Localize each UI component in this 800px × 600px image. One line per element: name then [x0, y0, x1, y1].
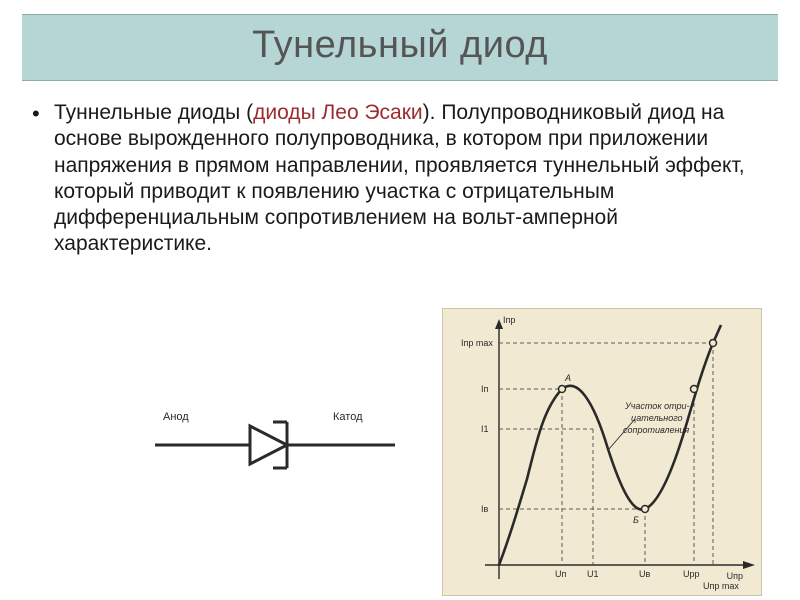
xtick-2: Uв	[639, 569, 650, 579]
ytick-2: I1	[481, 424, 489, 434]
cathode-label: Катод	[333, 411, 363, 423]
anode-label: Анод	[163, 411, 189, 423]
diode-symbol: Анод Катод	[155, 400, 395, 490]
body-content: Туннельные диоды (диоды Лео Эсаки). Полу…	[24, 100, 776, 258]
annot-line-1: цательного	[631, 413, 683, 423]
iv-graph-svg: Iпр Uпр Iпр max Iп I1 Iв Uп U1 Uв Uрр Uп…	[443, 309, 761, 595]
title-band: Тунельный диод	[22, 14, 778, 81]
annot-line-2: сопротивления	[623, 425, 689, 435]
xtick-1: U1	[587, 569, 599, 579]
para-name: диоды Лео Эсаки	[253, 101, 423, 124]
xtick-4: Uпр max	[703, 581, 739, 591]
y-axis-label: Iпр	[503, 315, 515, 325]
x-axis-label: Uпр	[727, 571, 743, 581]
page-title: Тунельный диод	[22, 24, 778, 67]
diagrams-area: Анод Катод	[40, 330, 780, 590]
annot-line-0: Участок отри-	[624, 401, 689, 411]
para-rest: ). Полупроводниковый диод на основе выро…	[54, 101, 745, 255]
bullet-list: Туннельные диоды (диоды Лео Эсаки). Полу…	[24, 100, 776, 258]
ytick-1: Iп	[481, 384, 489, 394]
point-a-label: А	[564, 373, 571, 383]
ytick-3: Iв	[481, 504, 489, 514]
para-lead: Туннельные диоды (	[54, 101, 253, 124]
bullet-item: Туннельные диоды (диоды Лео Эсаки). Полу…	[24, 100, 776, 258]
ytick-0: Iпр max	[461, 338, 493, 348]
point-b-label: Б	[633, 515, 639, 525]
xtick-0: Uп	[555, 569, 566, 579]
diode-symbol-svg: Анод Катод	[155, 400, 395, 490]
xtick-3: Uрр	[683, 569, 700, 579]
iv-graph: Iпр Uпр Iпр max Iп I1 Iв Uп U1 Uв Uрр Uп…	[442, 308, 762, 596]
